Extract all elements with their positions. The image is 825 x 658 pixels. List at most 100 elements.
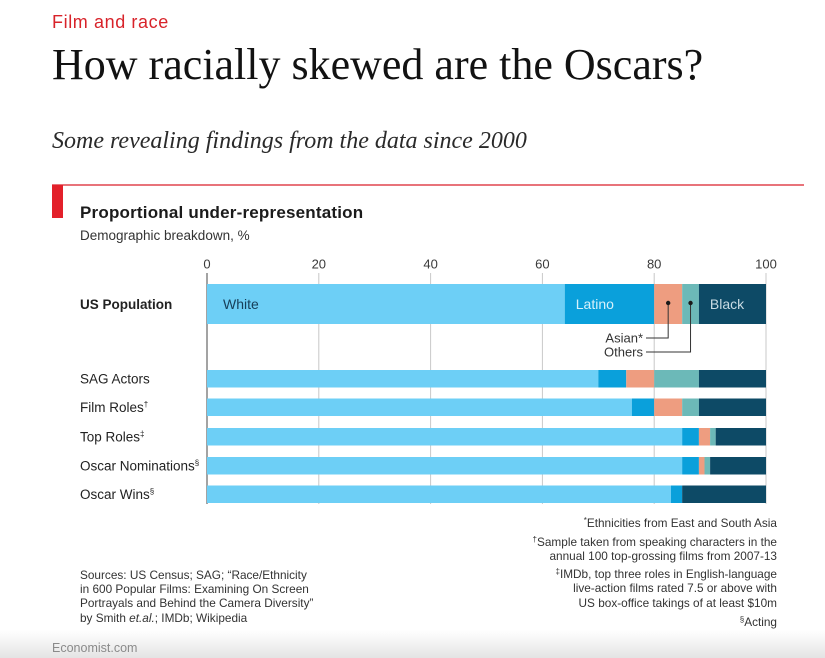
bar-row-us-population xyxy=(207,284,766,324)
callout-dot xyxy=(665,300,671,306)
callout-leader-line xyxy=(646,303,692,353)
footnote-line: annual 100 top-grossing films from 2007-… xyxy=(549,549,777,563)
category-label: Top Roles‡ xyxy=(80,430,145,445)
footnote-text: IMDb, top three roles in English-languag… xyxy=(559,566,777,581)
bar-segment-white xyxy=(207,284,565,324)
category-label: Oscar Nominations§ xyxy=(80,459,199,474)
bar-segment-black xyxy=(698,398,766,416)
x-tick-label: 40 xyxy=(423,257,437,272)
x-tick-label: 20 xyxy=(312,257,326,272)
segment-label-black: Black xyxy=(710,296,745,312)
red-tag-marker xyxy=(52,185,63,218)
bar-segment-white xyxy=(207,398,632,416)
segment-label-latino: Latino xyxy=(576,296,614,312)
x-tick-label: 0 xyxy=(203,257,210,272)
bar-segment-others xyxy=(654,370,699,388)
bar-segment-white xyxy=(207,457,683,475)
bar-segment-others xyxy=(710,428,716,446)
callout-dot xyxy=(688,300,693,306)
sources-text: by Smith xyxy=(80,610,130,625)
footnote-line: live-action films rated 7.5 or above wit… xyxy=(573,581,777,595)
bar-segment-others xyxy=(682,398,699,416)
bar-segment-black xyxy=(698,284,766,324)
footnote-line: ‡IMDb, top three roles in English-langua… xyxy=(555,565,777,582)
red-rule-divider xyxy=(52,184,804,186)
footnote-line: §Acting xyxy=(740,613,777,630)
footnote-top-roles: ‡IMDb, top three roles in English-langua… xyxy=(555,565,777,611)
bar-segment-asian xyxy=(626,370,655,388)
category-label: Film Roles† xyxy=(80,400,148,415)
bar-segment-white xyxy=(207,428,683,446)
bar-segment-white xyxy=(207,485,671,503)
bar-segment-black xyxy=(710,457,766,475)
bar-row-film-roles xyxy=(207,398,766,416)
x-tick-label: 100 xyxy=(755,257,777,272)
category-name: SAG Actors xyxy=(80,372,150,387)
kicker: Film and race xyxy=(52,12,169,32)
chart-labels: 0 20 40 60 80 100 US Population SAG Actors Film … xyxy=(80,257,777,503)
x-tick-label: 80 xyxy=(647,257,661,272)
sources-italic-text: et.al. xyxy=(129,610,155,625)
footnote-mark: § xyxy=(150,487,154,496)
bar-segment-black xyxy=(715,428,766,446)
bar-segment-others xyxy=(704,457,711,475)
bar-segment-latino xyxy=(598,370,627,388)
bar-row-oscar-nominations xyxy=(207,457,766,475)
headline: How racially skewed are the Oscars? xyxy=(52,40,704,89)
sources-line: by Smith et.al.; IMDb; Wikipedia xyxy=(80,611,313,625)
bar-row-oscar-wins xyxy=(207,485,766,503)
footnote-mark: † xyxy=(144,400,148,409)
footnote-text: Sample taken from speaking characters in… xyxy=(537,534,777,549)
footnote-asian: *Ethnicities from East and South Asia xyxy=(584,514,777,531)
bar-segment-black xyxy=(698,370,766,388)
footer-band xyxy=(0,630,825,658)
standfirst: Some revealing findings from the data si… xyxy=(52,128,527,154)
sources-text: ; IMDb; Wikipedia xyxy=(154,610,248,625)
footnote-mark: § xyxy=(739,614,745,624)
category-label: SAG Actors xyxy=(80,372,150,387)
bar-segment-latino xyxy=(682,428,699,446)
footnote-line: US box-office takings of at least $10m xyxy=(578,595,777,610)
bar-segment-latino xyxy=(682,457,699,475)
footnote-line: †Sample taken from speaking characters i… xyxy=(533,533,777,550)
footnote-line: *Ethnicities from East and South Asia xyxy=(584,514,777,531)
brand-link[interactable]: Economist.com xyxy=(52,641,138,655)
category-label: US Population xyxy=(80,297,172,312)
footnote-mark: † xyxy=(532,534,537,544)
bar-segment-latino xyxy=(670,485,683,503)
stacked-bar-chart: 0 20 40 60 80 100 US Population SAG Actors Film … xyxy=(80,257,777,504)
footnote-mark: ‡ xyxy=(140,430,144,439)
category-name: Top Roles xyxy=(80,430,140,445)
category-name: Oscar Nominations xyxy=(80,459,195,474)
footnote-acting: §Acting xyxy=(740,613,777,630)
callout-label-others: Others xyxy=(604,345,644,360)
footnote-mark: § xyxy=(195,459,199,468)
bar-segment-white xyxy=(207,370,599,388)
footnote-film-roles: †Sample taken from speaking characters i… xyxy=(533,533,777,564)
sources-note: Sources: US Census; SAG; “Race/Ethnicity… xyxy=(80,568,313,625)
chart-title: Proportional under-representation xyxy=(80,203,364,222)
x-tick-label: 60 xyxy=(535,257,549,272)
footnote-text: Ethnicities from East and South Asia xyxy=(586,515,777,530)
bar-segment-latino xyxy=(631,398,655,416)
bar-segment-asian xyxy=(654,398,683,416)
callout-label-asian: Asian* xyxy=(605,331,643,346)
plot-area: 0 20 40 60 80 100 US Population SAG Actors Film … xyxy=(80,257,777,504)
bar-row-sag-actors xyxy=(207,370,766,388)
bars xyxy=(207,284,766,503)
footnote-mark: * xyxy=(583,515,587,525)
category-label: Oscar Wins§ xyxy=(80,487,154,502)
callout-leader-line xyxy=(646,303,669,339)
bar-segment-latino xyxy=(564,284,655,324)
category-name: US Population xyxy=(80,297,172,312)
sources-line: Sources: US Census; SAG; “Race/Ethnicity xyxy=(80,568,307,582)
category-name: Oscar Wins xyxy=(80,487,150,502)
sources-line: Portrayals and Behind the Camera Diversi… xyxy=(80,596,314,611)
bar-row-top-roles xyxy=(207,428,766,446)
footnote-text: Acting xyxy=(744,614,777,629)
sources-line: in 600 Popular Films: Examining On Scree… xyxy=(80,582,309,597)
bar-segment-black xyxy=(682,485,766,503)
bar-segment-asian xyxy=(698,457,705,475)
category-name: Film Roles xyxy=(80,400,144,415)
chart-subtitle: Demographic breakdown, % xyxy=(80,228,250,243)
